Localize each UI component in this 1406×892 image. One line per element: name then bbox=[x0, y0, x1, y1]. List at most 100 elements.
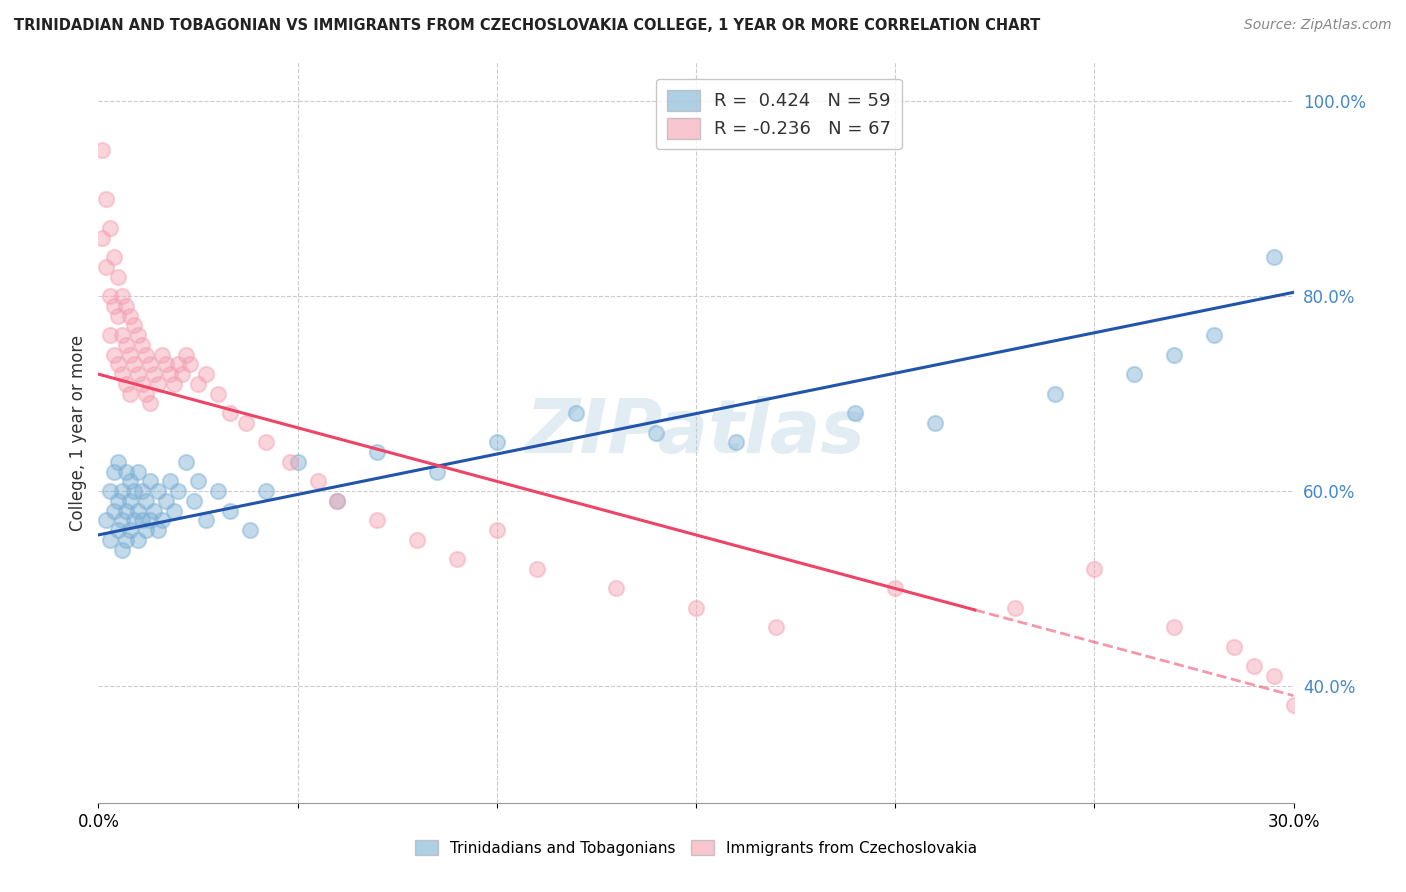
Point bbox=[111, 484, 134, 499]
Point bbox=[1163, 620, 1185, 634]
Point bbox=[135, 523, 157, 537]
Point bbox=[148, 484, 170, 499]
Point bbox=[485, 435, 508, 450]
Point bbox=[124, 358, 146, 372]
Point bbox=[1263, 669, 1285, 683]
Point bbox=[1223, 640, 1246, 654]
Point bbox=[195, 513, 218, 527]
Point bbox=[127, 367, 149, 381]
Point bbox=[159, 367, 181, 381]
Point bbox=[148, 376, 170, 391]
Point bbox=[107, 455, 129, 469]
Point bbox=[174, 348, 197, 362]
Point bbox=[127, 503, 149, 517]
Point bbox=[1202, 328, 1225, 343]
Point bbox=[1043, 386, 1066, 401]
Point bbox=[844, 406, 866, 420]
Point bbox=[235, 416, 257, 430]
Point bbox=[127, 328, 149, 343]
Point bbox=[143, 367, 166, 381]
Point bbox=[195, 367, 218, 381]
Point bbox=[187, 376, 209, 391]
Point bbox=[107, 523, 129, 537]
Point bbox=[115, 376, 138, 391]
Point bbox=[131, 484, 153, 499]
Point bbox=[187, 475, 209, 489]
Point bbox=[107, 493, 129, 508]
Point bbox=[139, 513, 162, 527]
Point bbox=[219, 406, 242, 420]
Point bbox=[239, 523, 262, 537]
Point bbox=[107, 269, 129, 284]
Point bbox=[485, 523, 508, 537]
Point bbox=[111, 513, 134, 527]
Point bbox=[163, 376, 186, 391]
Point bbox=[1004, 601, 1026, 615]
Text: Source: ZipAtlas.com: Source: ZipAtlas.com bbox=[1244, 18, 1392, 32]
Point bbox=[366, 445, 388, 459]
Point bbox=[103, 503, 125, 517]
Point bbox=[307, 475, 329, 489]
Point bbox=[155, 358, 177, 372]
Point bbox=[111, 328, 134, 343]
Point bbox=[219, 503, 242, 517]
Point bbox=[139, 475, 162, 489]
Point bbox=[287, 455, 309, 469]
Point bbox=[765, 620, 787, 634]
Point bbox=[254, 484, 277, 499]
Text: ZIPatlas: ZIPatlas bbox=[526, 396, 866, 469]
Point bbox=[98, 328, 122, 343]
Point bbox=[1263, 250, 1285, 264]
Point bbox=[96, 513, 118, 527]
Point bbox=[131, 513, 153, 527]
Point bbox=[120, 309, 142, 323]
Point bbox=[565, 406, 588, 420]
Point bbox=[96, 260, 118, 274]
Point bbox=[326, 493, 349, 508]
Point bbox=[159, 475, 181, 489]
Point bbox=[924, 416, 946, 430]
Point bbox=[167, 484, 190, 499]
Point bbox=[167, 358, 190, 372]
Point bbox=[91, 143, 114, 157]
Point bbox=[111, 367, 134, 381]
Point bbox=[120, 523, 142, 537]
Point bbox=[183, 493, 205, 508]
Point bbox=[103, 299, 125, 313]
Point bbox=[127, 465, 149, 479]
Point bbox=[111, 542, 134, 557]
Point bbox=[1123, 367, 1146, 381]
Point bbox=[150, 348, 173, 362]
Point bbox=[254, 435, 277, 450]
Point bbox=[326, 493, 349, 508]
Point bbox=[135, 348, 157, 362]
Point bbox=[724, 435, 747, 450]
Point bbox=[91, 231, 114, 245]
Point bbox=[884, 582, 907, 596]
Point bbox=[685, 601, 707, 615]
Point bbox=[115, 503, 138, 517]
Point bbox=[98, 533, 122, 547]
Point bbox=[148, 523, 170, 537]
Point bbox=[1282, 698, 1305, 713]
Point bbox=[103, 465, 125, 479]
Point bbox=[366, 513, 388, 527]
Point bbox=[111, 289, 134, 303]
Point bbox=[120, 475, 142, 489]
Point bbox=[143, 503, 166, 517]
Text: TRINIDADIAN AND TOBAGONIAN VS IMMIGRANTS FROM CZECHOSLOVAKIA COLLEGE, 1 YEAR OR : TRINIDADIAN AND TOBAGONIAN VS IMMIGRANTS… bbox=[14, 18, 1040, 33]
Point bbox=[1083, 562, 1105, 576]
Point bbox=[1163, 348, 1185, 362]
Point bbox=[131, 376, 153, 391]
Point bbox=[150, 513, 173, 527]
Point bbox=[115, 533, 138, 547]
Point bbox=[107, 358, 129, 372]
Point bbox=[172, 367, 194, 381]
Point bbox=[174, 455, 197, 469]
Point bbox=[139, 358, 162, 372]
Point bbox=[120, 493, 142, 508]
Point bbox=[98, 484, 122, 499]
Point bbox=[179, 358, 201, 372]
Point bbox=[139, 396, 162, 410]
Point bbox=[107, 309, 129, 323]
